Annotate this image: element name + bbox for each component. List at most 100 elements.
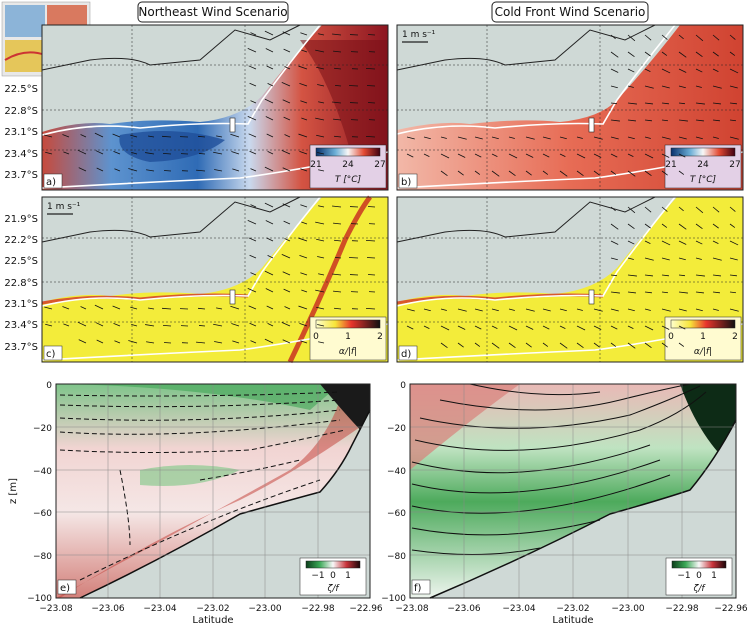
velocity-arrow: [264, 30, 274, 36]
svg-text:−20: −20: [387, 424, 406, 434]
velocity-arrow: [678, 291, 688, 294]
velocity-arrow: [661, 51, 668, 56]
velocity-arrow: [593, 153, 602, 158]
svg-text:23.7°S: 23.7°S: [4, 342, 38, 353]
velocity-arrow: [610, 291, 620, 294]
velocity-arrow: [80, 306, 87, 310]
velocity-arrow: [299, 255, 308, 259]
velocity-arrow: [712, 68, 719, 72]
velocity-arrow: [610, 170, 617, 175]
svg-text:23.4°S: 23.4°S: [4, 149, 38, 160]
velocity-arrow: [300, 100, 308, 104]
velocity-arrow: [610, 308, 619, 312]
velocity-arrow: [299, 151, 308, 155]
velocity-arrow: [333, 239, 342, 242]
velocity-arrow: [300, 32, 308, 36]
velocity-arrow: [265, 220, 274, 225]
x-ticks-f: −23.08 −23.06 −23.04 −23.02 −23.00 −22.9…: [395, 604, 748, 626]
velocity-arrow: [62, 306, 70, 310]
velocity-arrow: [298, 305, 308, 310]
velocity-arrow: [300, 204, 308, 208]
velocity-arrow: [525, 308, 535, 312]
velocity-arrow: [610, 257, 618, 261]
velocity-arrow: [284, 66, 291, 70]
velocity-arrow: [264, 202, 274, 208]
velocity-arrow: [712, 119, 720, 122]
velocity-arrow: [216, 307, 223, 310]
velocity-arrow: [250, 168, 257, 172]
title-right: Cold Front Wind Scenario: [491, 1, 649, 23]
velocity-arrow: [627, 170, 636, 177]
svg-text:−22.96: −22.96: [714, 604, 748, 614]
velocity-arrow: [145, 324, 155, 327]
velocity-arrow: [317, 256, 325, 259]
velocity-arrow: [266, 133, 274, 138]
velocity-arrow: [131, 151, 138, 155]
cbar-label: T [°C]: [690, 175, 717, 185]
svg-text:−60: −60: [33, 509, 52, 519]
velocity-arrow: [678, 51, 687, 58]
velocity-arrow: [266, 237, 274, 242]
velocity-arrow: [678, 206, 684, 212]
velocity-arrow: [365, 136, 376, 138]
velocity-arrow: [627, 85, 634, 88]
velocity-arrow: [440, 136, 447, 139]
velocity-arrow: [610, 85, 618, 89]
velocity-arrow: [576, 325, 586, 331]
cbar-tick: 27: [374, 160, 385, 170]
cbar-tick: 0: [668, 332, 674, 342]
velocity-arrow: [542, 342, 549, 347]
velocity-arrow: [695, 308, 703, 312]
velocity-arrow: [440, 170, 448, 177]
velocity-arrow: [214, 341, 223, 344]
velocity-arrow: [300, 272, 308, 276]
svg-text:21.9°S: 21.9°S: [4, 214, 38, 225]
svg-text:23.1°S: 23.1°S: [4, 299, 38, 310]
cbar-tick: 24: [342, 160, 354, 170]
cbar-tick: 21: [665, 160, 676, 170]
velocity-arrow: [474, 342, 481, 347]
svg-text:0: 0: [46, 381, 52, 391]
velocity-arrow: [610, 68, 619, 73]
svg-text:−23.02: −23.02: [556, 604, 589, 614]
velocity-arrow: [593, 325, 602, 330]
y-axis-label: z [m]: [8, 478, 19, 504]
lat-ticks-mid: 21.9°S 22.2°S 22.5°S 22.8°S 23.1°S 23.4°…: [4, 214, 38, 353]
velocity-arrow: [301, 49, 308, 53]
velocity-arrow: [198, 153, 206, 155]
velocity-arrow: [440, 325, 450, 331]
x-axis-label: Latitude: [192, 615, 233, 626]
velocity-arrow: [576, 136, 583, 139]
velocity-arrow: [525, 342, 532, 348]
velocity-arrow: [644, 85, 654, 89]
cbar-label: α/|f|: [339, 347, 357, 357]
velocity-arrow: [161, 135, 172, 138]
velocity-arrow: [334, 84, 342, 87]
colorbar-temp-a: 21 24 27 T [°C]: [309, 144, 387, 189]
velocity-arrow: [576, 153, 586, 159]
colorbar-vort-f: −1 0 1 ζ/f: [665, 557, 733, 596]
velocity-arrow: [298, 237, 308, 242]
velocity-arrow: [250, 204, 257, 208]
velocity-arrow: [559, 308, 567, 312]
velocity-arrow: [661, 68, 671, 74]
velocity-arrow: [250, 100, 257, 104]
velocity-arrow: [542, 325, 550, 330]
velocity-arrow: [661, 342, 668, 348]
velocity-arrow: [112, 305, 121, 310]
velocity-arrow: [508, 342, 516, 349]
velocity-arrow: [627, 342, 636, 349]
cbar-tick: −1: [677, 571, 690, 581]
svg-text:22.5°S: 22.5°S: [4, 84, 38, 95]
cbar-tick: 27: [729, 160, 740, 170]
velocity-arrow: [712, 206, 720, 213]
velocity-arrow: [250, 272, 257, 276]
velocity-arrow: [365, 308, 376, 310]
velocity-arrow: [44, 306, 53, 310]
velocity-arrow: [678, 342, 685, 347]
velocity-arrow: [248, 237, 257, 242]
cbar-tick: 1: [345, 332, 351, 342]
velocity-arrow: [559, 342, 568, 349]
velocity-arrow: [627, 274, 637, 277]
cbar-tick: 1: [700, 332, 706, 342]
